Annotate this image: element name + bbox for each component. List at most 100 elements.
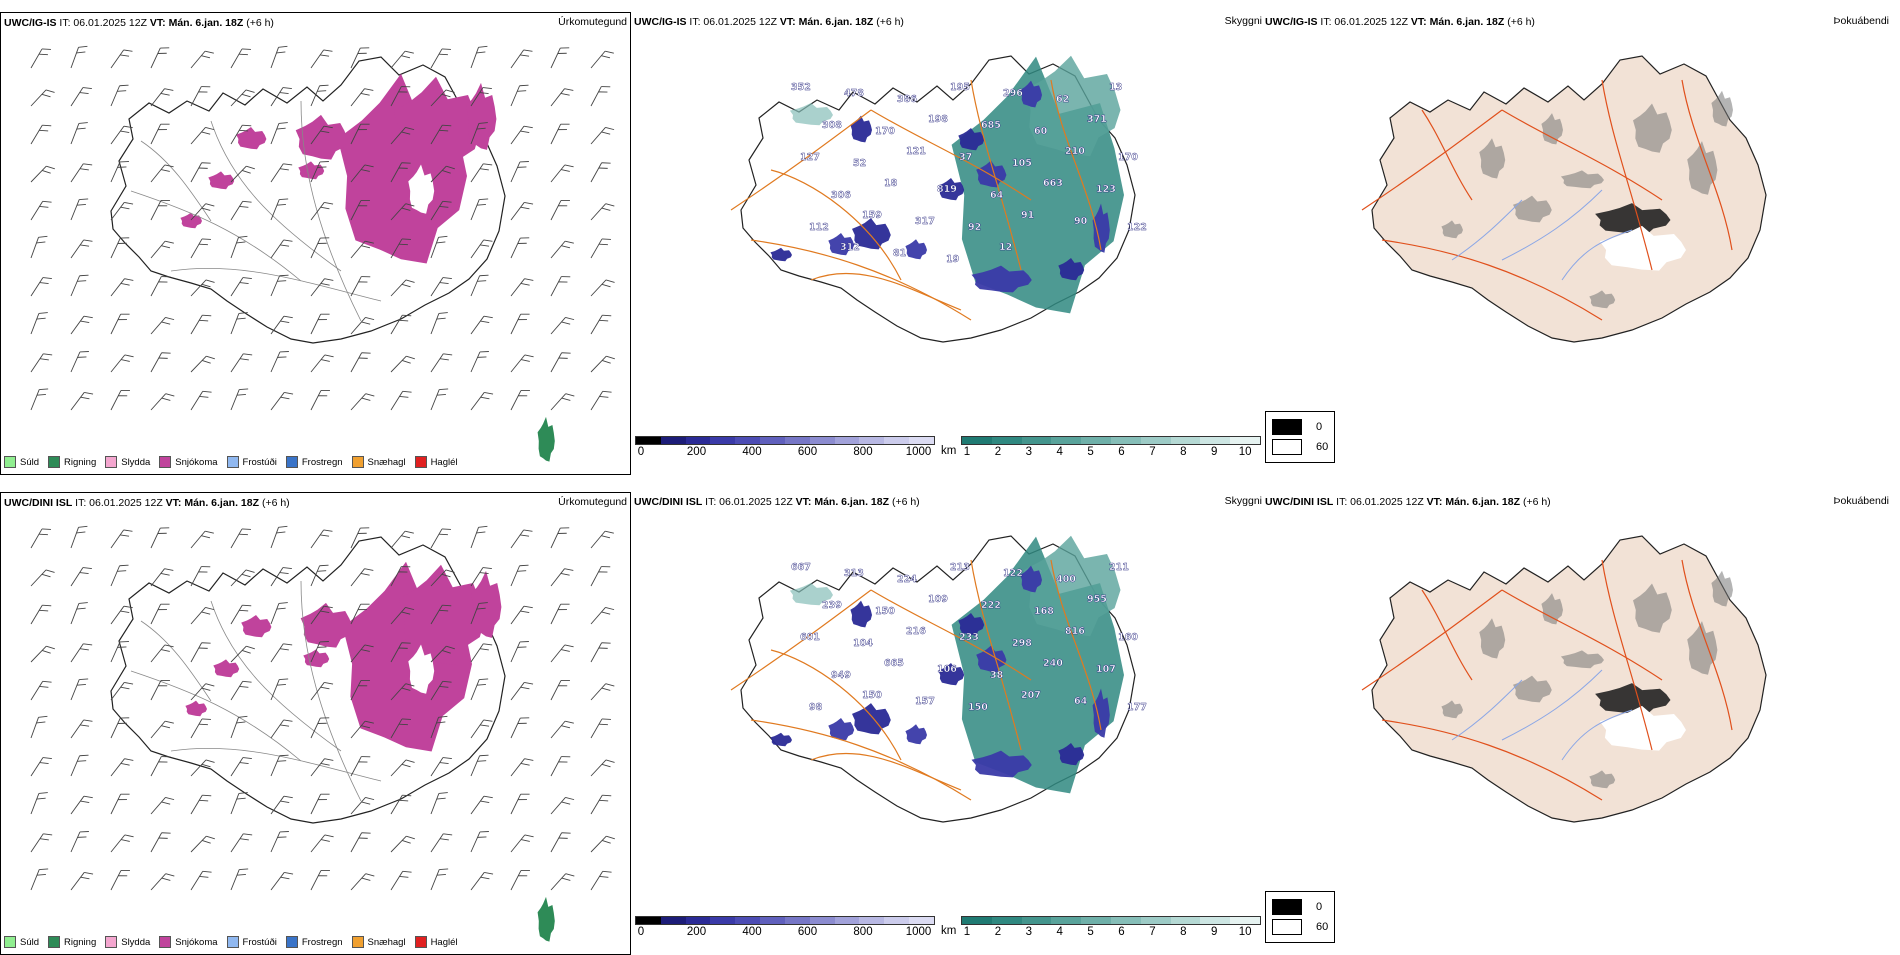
fog-index-map [1361,55,1767,343]
iceland-map-group [1361,535,1767,823]
wind-barb [190,642,211,663]
ceiling-value-label: 60 [1034,126,1048,137]
colorbar-tick-label: 9 [1210,446,1218,458]
wind-barb [510,278,534,297]
wind-barb [230,277,252,297]
wind-barb [110,681,134,701]
wind-barb [430,312,448,335]
colorbar-tick-label: 8 [1180,926,1187,938]
legend-label: Snæhagl [367,456,406,468]
ceiling-value-label: 106 [937,664,957,675]
river-line [1561,229,1633,281]
wind-barb [310,389,330,411]
low-visibility-area [1023,55,1121,157]
low-ceiling-area [770,247,792,262]
wind-barb [590,162,611,183]
wind-barb [270,602,288,625]
wind-barb [550,393,575,411]
wind-barb [190,355,215,373]
snow-gap [408,644,435,694]
wind-barb [510,564,529,587]
wind-barb [190,566,211,587]
ceiling-value-label: 207 [1021,690,1041,701]
wind-barb [270,391,294,411]
wind-barb [390,279,415,297]
wind-barb [550,123,570,145]
wind-barb [390,238,411,259]
wind-barb [510,758,534,777]
legend-item: Frostúði [226,456,277,468]
road-line [750,719,972,801]
legend-swatch [351,936,364,948]
colorbar-tick-label: 600 [797,926,818,938]
wind-barb [110,84,129,107]
colorbar-bin [1140,437,1171,444]
colorbar-bin [1140,917,1171,924]
ceiling-value-label: 12 [999,242,1012,253]
low-ceiling-area [976,160,1007,188]
wind-barb [70,87,92,107]
wind-barb [230,645,255,663]
panel-title: Þokuábendi [1833,495,1889,507]
colorbar-bin [1170,917,1201,924]
wind-barb [430,757,452,777]
colorbar-tick-label: 5 [1087,446,1094,458]
wind-barb [470,602,488,625]
colorbar-ramp [635,916,935,925]
wind-barb [390,390,412,411]
wind-barb [590,390,612,411]
wind-barb [510,84,529,107]
legend-item: Súld [4,456,39,468]
legend-label: Frostúði [242,456,277,468]
sky-legend-label: 0 [1316,901,1323,913]
colorbar-bin [859,437,885,444]
sky-legend-swatch [1272,439,1302,455]
panel-title: Úrkomutegund [558,16,627,28]
wind-barb [110,125,133,145]
wind-barb [510,125,533,145]
sky-legend-label: 60 [1316,921,1329,933]
wind-barb [110,201,134,221]
colorbar-bin [884,437,910,444]
sky-legend-label: 60 [1316,441,1329,453]
wind-barb [270,525,288,549]
sky-legend: 0 60 [1265,891,1336,943]
wind-barb [30,277,52,297]
ceiling-value-label: 91 [1021,210,1034,221]
wind-barb [510,354,534,373]
low-ceiling-area [1092,688,1110,738]
precip-type-map [30,525,615,942]
wind-barb [70,239,93,259]
wind-barb [470,274,489,297]
wind-barb [30,353,53,373]
river-line [1561,709,1633,761]
wind-barb [190,390,212,411]
wind-barb [110,869,130,891]
wind-barb [470,643,493,663]
wind-barb [430,868,449,891]
colorbar-bin [834,917,860,924]
legend-item: Rigning [48,936,96,948]
wind-barb [350,47,370,69]
ceiling-value-label: 665 [884,658,904,669]
wind-barb [150,88,174,107]
fog-area [1595,683,1671,715]
ceiling-value-label: 400 [1056,574,1076,585]
wind-barb [230,868,249,891]
colorbar-bin [859,917,885,924]
fog-area [1560,170,1604,189]
wind-barb [270,643,293,663]
colorbar-bin [636,917,661,924]
ceiling-value-label: 13 [1109,82,1122,93]
colorbar-ramp [635,436,935,445]
snow-area [295,114,348,160]
low-ceiling-area [850,115,872,143]
ceiling-value-label: 685 [981,120,1001,131]
legend-label: Snjókoma [175,456,218,468]
wind-barb [310,681,334,701]
low-ceiling-area [852,703,891,735]
wind-barb [430,124,452,145]
ceiling-value-label: 107 [1096,664,1116,675]
legend-label: Haglél [430,936,458,948]
colorbar-bin [1230,917,1260,924]
